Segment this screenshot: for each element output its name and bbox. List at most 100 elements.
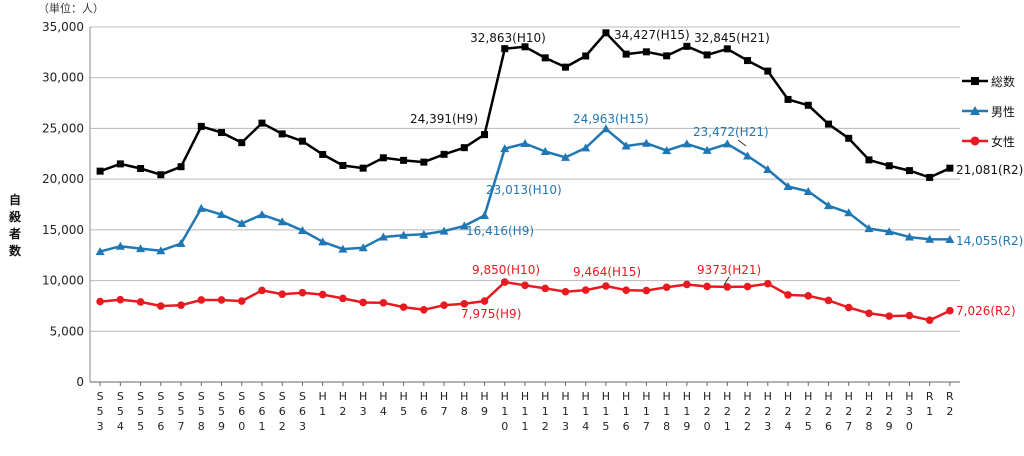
data-point-male — [318, 237, 328, 246]
data-point-male — [823, 201, 833, 210]
data-point-total — [116, 160, 124, 168]
data-point-female — [177, 301, 185, 309]
data-point-female — [561, 287, 570, 296]
data-point-female — [925, 316, 934, 325]
y-tick-label: 30,000 — [42, 71, 84, 85]
data-point-total — [784, 95, 792, 103]
data-point-total — [602, 29, 610, 37]
data-point-male — [439, 226, 449, 235]
data-point-total — [764, 67, 772, 75]
data-point-male — [480, 210, 490, 219]
data-point-female — [602, 282, 610, 290]
data-point-female — [622, 286, 630, 294]
data-point-female — [318, 290, 327, 299]
data-point-total — [177, 163, 185, 171]
data-point-total — [723, 45, 731, 53]
annotation-total-r2: 21,081(R2) — [956, 163, 1023, 177]
data-point-female — [157, 302, 165, 310]
data-point-male — [459, 221, 469, 230]
data-point-male — [743, 151, 753, 160]
data-point-female — [217, 296, 226, 304]
data-point-total — [379, 154, 387, 162]
data-point-male — [237, 219, 247, 228]
data-point-female — [460, 299, 469, 308]
data-point-male — [581, 143, 591, 152]
data-point-male — [763, 164, 773, 173]
data-point-female — [339, 294, 347, 303]
data-point-male — [925, 234, 935, 243]
annotation-male-h21: 23,472(H21) — [693, 125, 769, 139]
leader-line-male-h21 — [737, 139, 747, 147]
data-point-total — [481, 131, 489, 139]
annotation-total-h10: 32,863(H10) — [470, 31, 546, 45]
data-point-male — [500, 144, 510, 153]
data-point-total — [298, 137, 306, 145]
data-point-male — [136, 244, 146, 253]
data-point-male — [115, 241, 125, 250]
data-point-female — [763, 279, 772, 288]
legend-item-female: 女性 — [962, 126, 1015, 156]
data-point-total — [96, 167, 104, 175]
data-point-female — [743, 282, 752, 291]
data-point-female — [379, 299, 388, 307]
y-tick-label: 15,000 — [42, 223, 84, 237]
y-tick-label: 10,000 — [42, 274, 84, 288]
data-point-female — [683, 280, 691, 289]
data-point-total — [703, 51, 711, 59]
data-point-total — [582, 52, 590, 60]
data-point-total — [946, 164, 954, 172]
data-point-total — [339, 161, 347, 169]
data-point-total — [258, 119, 266, 127]
annotation-male-h15: 24,963(H15) — [573, 112, 649, 126]
data-point-male — [621, 141, 631, 150]
data-point-female — [946, 306, 954, 315]
legend-swatch-male — [962, 106, 988, 115]
legend-item-male: 男性 — [962, 96, 1015, 126]
y-tick-label: 35,000 — [42, 20, 84, 34]
data-point-female — [440, 301, 448, 310]
data-point-total — [622, 50, 630, 58]
data-point-female — [581, 286, 590, 294]
data-point-total — [501, 45, 509, 53]
data-point-female — [197, 296, 206, 304]
data-point-total — [865, 156, 873, 164]
data-point-male — [945, 234, 955, 243]
data-point-male — [641, 138, 651, 147]
data-point-male — [176, 239, 186, 248]
data-point-male — [540, 146, 550, 155]
data-point-total — [238, 139, 246, 147]
data-point-male — [297, 226, 307, 235]
data-point-total — [804, 101, 812, 109]
data-point-total — [561, 63, 569, 71]
data-point-male — [560, 152, 570, 161]
data-point-female — [136, 298, 145, 306]
unit-label: （単位：人） — [38, 2, 104, 15]
annotation-female-r2: 7,026(R2) — [956, 304, 1016, 318]
annotation-male-r2: 14,055(R2) — [956, 234, 1023, 248]
data-point-total — [420, 158, 428, 166]
